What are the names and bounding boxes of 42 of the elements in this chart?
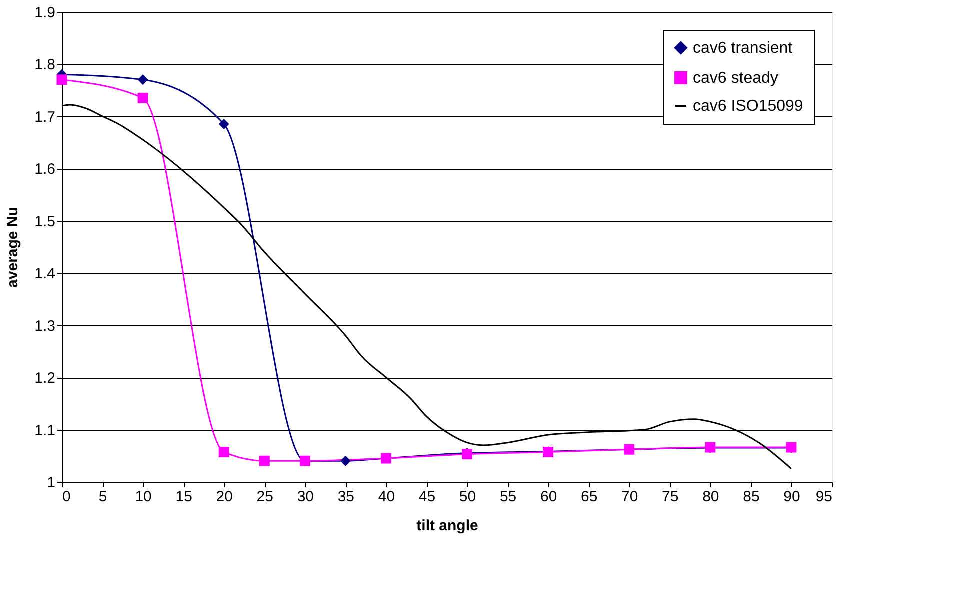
point	[56, 74, 68, 86]
x-tick-label: 20	[216, 488, 233, 506]
x-tick-label: 65	[581, 488, 598, 506]
x-tick-label: 10	[135, 488, 152, 506]
x-tick-label: 0	[62, 488, 71, 506]
y-tick-label: 1.2	[34, 370, 56, 388]
x-tick-label: 15	[176, 488, 192, 506]
x-tick-label: 45	[418, 488, 436, 506]
point	[138, 92, 148, 104]
x-tick-label: 70	[622, 488, 638, 506]
legend-label: cav6 transient	[693, 40, 794, 57]
point	[218, 119, 230, 130]
y-tick-label: 1.1	[34, 422, 56, 440]
legend-label: cav6 ISO15099	[693, 98, 804, 115]
point	[259, 456, 270, 466]
y-tick-label: 1.8	[34, 56, 56, 74]
y-tick-label: 1.3	[34, 318, 56, 335]
y-axis-title: average Nu	[4, 207, 22, 288]
x-tick-label: 60	[540, 488, 558, 506]
x-tick-label: 80	[702, 488, 720, 506]
y-tick-label: 1.7	[34, 108, 56, 126]
x-tick-label: 30	[297, 488, 314, 506]
y-tick-label: 1.6	[34, 161, 56, 178]
x-tick-label: 25	[256, 488, 274, 506]
point	[218, 446, 230, 458]
point	[340, 456, 351, 466]
x-tick-label: 40	[378, 488, 396, 506]
x-axis-title: tilt angle	[416, 518, 478, 534]
y-tick-label: 1	[47, 474, 56, 492]
x-tick-label: 50	[459, 488, 476, 506]
x-tick-label: 35	[338, 488, 355, 506]
point	[138, 74, 148, 86]
x-tick-label: 90	[784, 488, 800, 506]
x-tick-label: 55	[500, 488, 517, 506]
y-tick-label: 1.5	[34, 213, 56, 230]
x-tick-label: 75	[662, 488, 679, 506]
x-tick-label: 95	[816, 488, 832, 506]
x-tick-label: 5	[98, 488, 108, 506]
y-tick-label: 1.9	[34, 4, 56, 22]
x-tick-label: 85	[743, 488, 760, 506]
y-tick-label: 1.4	[34, 266, 56, 283]
legend-label: cav6 steady	[693, 70, 778, 87]
